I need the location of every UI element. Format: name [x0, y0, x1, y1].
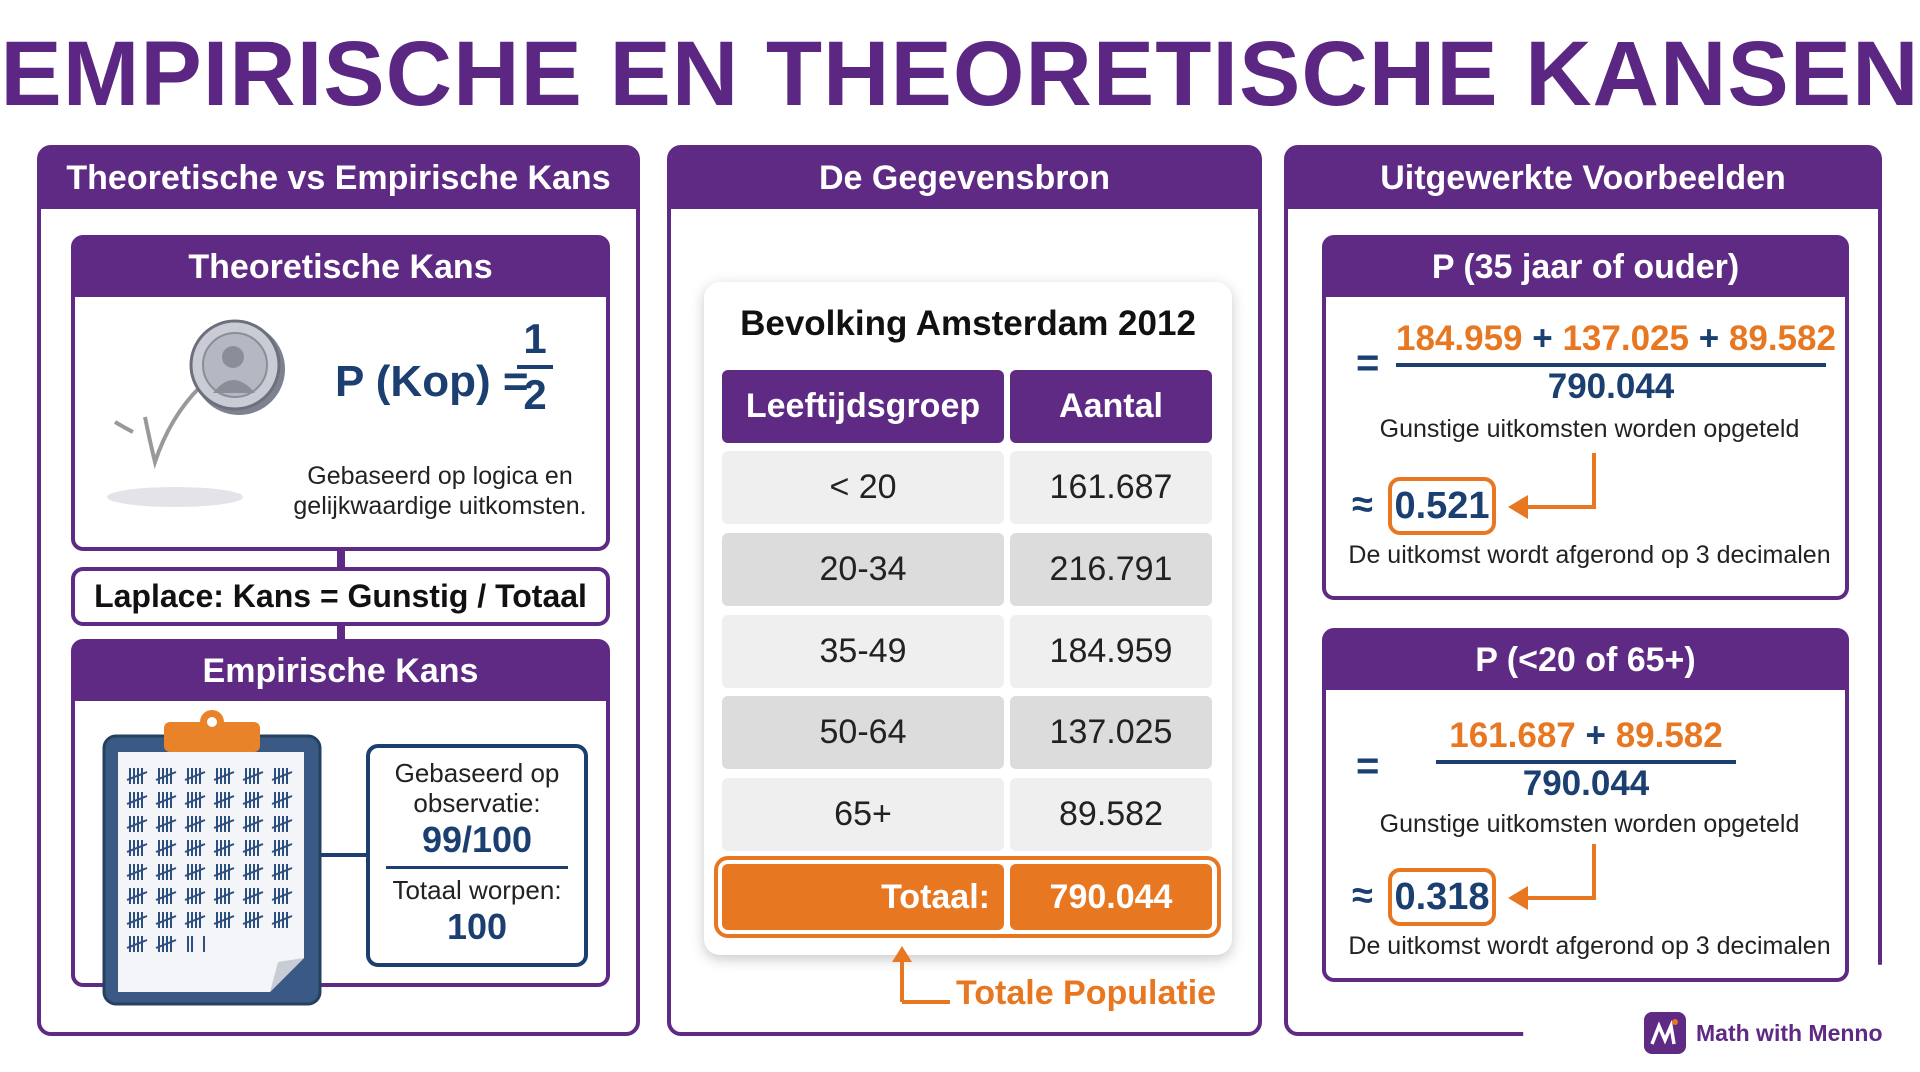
- arrow-up-icon: [892, 946, 950, 1004]
- fraction-bar: [1436, 760, 1736, 764]
- column-header-count: Aantal: [1010, 370, 1212, 443]
- theoretical-note: Gebaseerd op logica en gelijkwaardige ui…: [275, 461, 605, 521]
- clipboard-tally-icon: [102, 710, 322, 1006]
- theoretical-box: Theoretische Kans P (Kop) = 1 2 Gebaseer…: [71, 235, 610, 551]
- probability-formula: P (Kop) =: [335, 357, 529, 406]
- table-cell-age: 20-34: [722, 533, 1004, 606]
- connector-line: [321, 853, 366, 857]
- obs-label: Gebaseerd op: [394, 758, 560, 788]
- total-population-annotation: Totale Populatie: [956, 974, 1217, 1012]
- table-cell-age: 50-64: [722, 696, 1004, 769]
- summation-note: Gunstige uitkomsten worden opgeteld: [1379, 415, 1800, 443]
- total-value: 100: [446, 906, 508, 947]
- fraction-numerator: 184.959 + 137.025 + 89.582: [1396, 317, 1836, 361]
- favorable-term: 89.582: [1728, 319, 1836, 358]
- result-value: 0.318: [1388, 868, 1496, 926]
- rounding-note: De uitkomst wordt afgerond op 3 decimale…: [1348, 541, 1831, 569]
- brand-logo-icon: [1644, 1012, 1686, 1054]
- coin-icon: [107, 319, 285, 507]
- note-line: Gebaseerd op logica en: [307, 462, 573, 490]
- plus-sign: +: [1698, 319, 1720, 358]
- panel-header: Uitgewerkte Voorbeelden: [1288, 149, 1878, 209]
- table-cell-count: 137.025: [1010, 696, 1212, 769]
- worked-examples-panel: Uitgewerkte Voorbeelden: [1284, 145, 1882, 1036]
- plus-sign: +: [1585, 716, 1606, 755]
- fraction-bar: [517, 365, 553, 369]
- fraction-numerator: 1: [523, 315, 547, 362]
- example-box: P (<20 of 65+) = 161.687 + 89.582 790.04…: [1322, 628, 1849, 982]
- result-value: 0.521: [1388, 477, 1496, 535]
- theoretical-header: Theoretische Kans: [75, 239, 606, 297]
- total-value: 790.044: [1010, 864, 1212, 930]
- table-cell-age: < 20: [722, 451, 1004, 524]
- arrow-left-icon: [1508, 844, 1596, 910]
- brand-name: Math with Menno: [1696, 1020, 1883, 1046]
- empirical-header: Empirische Kans: [75, 643, 606, 701]
- obs-value: 99/100: [421, 819, 533, 860]
- laplace-formula: Laplace: Kans = Gunstig / Totaal: [71, 567, 610, 626]
- obs-label: observatie:: [413, 788, 541, 818]
- table-cell-count: 89.582: [1010, 778, 1212, 851]
- table-cell-age: 65+: [722, 778, 1004, 851]
- table-cell-age: 35-49: [722, 615, 1004, 688]
- favorable-term: 89.582: [1615, 716, 1723, 755]
- favorable-term: 184.959: [1396, 319, 1523, 358]
- fraction-bar: [1396, 363, 1826, 367]
- total-label: Totaal worpen:: [392, 875, 562, 905]
- example-box: P (35 jaar of ouder) = 184.959 + 137.025…: [1322, 235, 1849, 600]
- table-cell-count: 161.687: [1010, 451, 1212, 524]
- favorable-term: 137.025: [1562, 319, 1689, 358]
- panel-header: Theoretische vs Empirische Kans: [41, 149, 636, 209]
- summation-note: Gunstige uitkomsten worden opgeteld: [1379, 810, 1800, 838]
- plus-sign: +: [1532, 319, 1553, 358]
- arrow-left-icon: [1508, 453, 1596, 519]
- fraction-denominator: 790.044: [1522, 764, 1650, 803]
- observation-box: Gebaseerd op observatie: 99/100 Totaal w…: [366, 744, 588, 967]
- favorable-term: 161.687: [1449, 716, 1576, 755]
- example-header: P (35 jaar of ouder): [1326, 239, 1845, 297]
- fraction-denominator: 790.044: [1547, 367, 1675, 406]
- page-title: EMPIRISCHE EN THEORETISCHE KANSEN: [0, 23, 1920, 125]
- approx-sign: ≈: [1352, 875, 1373, 917]
- table-title: Bevolking Amsterdam 2012: [740, 304, 1196, 343]
- panel-header: De Gegevensbron: [671, 149, 1258, 209]
- fraction-denominator: 2: [523, 371, 547, 418]
- rounding-note: De uitkomst wordt afgerond op 3 decimale…: [1348, 932, 1831, 960]
- fraction-numerator: 161.687 + 89.582: [1436, 714, 1736, 758]
- equals-sign: =: [1356, 341, 1380, 385]
- note-line: gelijkwaardige uitkomsten.: [293, 492, 587, 520]
- approx-sign: ≈: [1352, 484, 1373, 526]
- column-header-age: Leeftijdsgroep: [722, 370, 1004, 443]
- divider: [386, 866, 568, 869]
- table-cell-count: 216.791: [1010, 533, 1212, 606]
- table-cell-count: 184.959: [1010, 615, 1212, 688]
- example-header: P (<20 of 65+): [1326, 632, 1845, 690]
- equals-sign: =: [1356, 744, 1380, 788]
- total-label: Totaal:: [722, 864, 1004, 930]
